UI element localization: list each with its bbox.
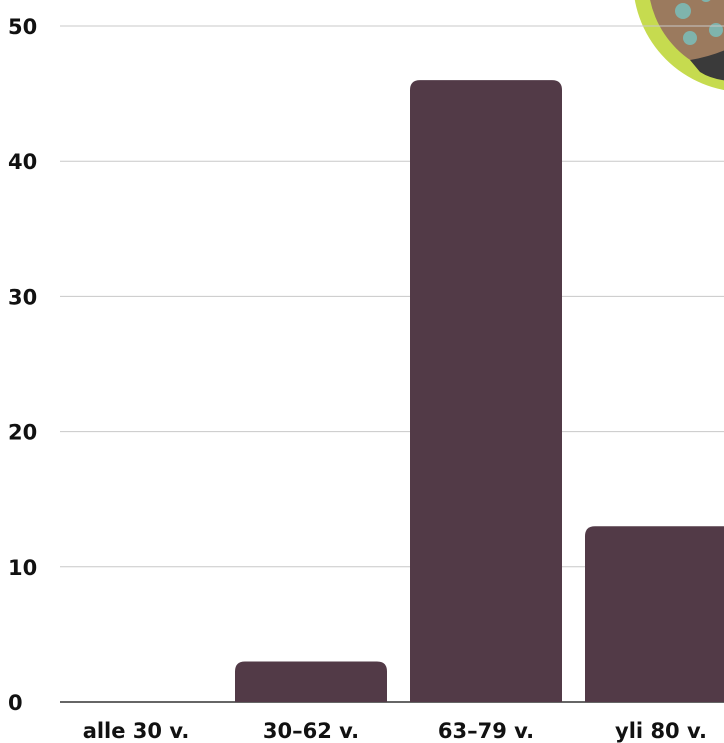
y-tick-label: 0 — [8, 691, 23, 715]
y-tick-label: 40 — [8, 150, 37, 174]
y-tick-label: 10 — [8, 556, 37, 580]
y-tick-label: 20 — [8, 421, 37, 445]
dotted-badge-icon — [634, 0, 724, 90]
x-tick-label: 30–62 v. — [263, 719, 359, 743]
bar — [410, 80, 562, 702]
bar — [235, 661, 387, 702]
y-tick-label: 30 — [8, 285, 37, 309]
y-tick-label: 50 — [8, 15, 37, 39]
bar — [585, 526, 724, 702]
x-tick-label: 63–79 v. — [438, 719, 534, 743]
x-tick-label: yli 80 v. — [615, 719, 707, 743]
x-tick-label: alle 30 v. — [83, 719, 190, 743]
